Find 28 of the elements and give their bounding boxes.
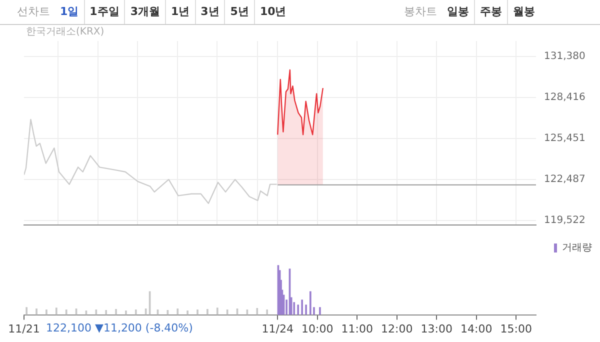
- text: 122,100 ▼11,200 (-8.40%): [46, 322, 193, 335]
- y-tick-label: 119,522: [544, 215, 586, 226]
- text: 월봉: [507, 0, 540, 24]
- y-tick-label: 131,380: [544, 51, 586, 62]
- text: 봉차트: [403, 4, 438, 20]
- text: 선차트: [16, 4, 51, 20]
- text: 3개월: [124, 0, 165, 24]
- text: 한국거래소(KRX): [26, 26, 104, 38]
- y-tick-label: 125,451: [544, 133, 586, 144]
- legend-label: 거래량: [562, 242, 592, 254]
- x-tick-label: 10:00: [302, 322, 334, 336]
- x-tick-label: 11/24: [262, 322, 294, 336]
- x-tick-label: 15:00: [500, 322, 532, 336]
- y-tick-label: 128,416: [544, 92, 586, 104]
- text: 10년: [254, 0, 292, 24]
- text: 3년: [194, 0, 224, 24]
- text: 1년: [164, 0, 195, 24]
- x-tick-label: 11/21: [8, 322, 40, 336]
- y-tick-label: 122,487: [544, 174, 586, 186]
- x-tick-label: 13:00: [420, 322, 452, 336]
- x-tick-label: 11:00: [341, 322, 373, 336]
- text: 일봉: [446, 4, 470, 20]
- text: 1주일: [84, 0, 124, 24]
- x-tick-label: 12:00: [381, 322, 413, 336]
- text: 주봉: [474, 0, 507, 24]
- text: 1일: [59, 4, 80, 20]
- x-tick-label: 14:00: [460, 322, 492, 336]
- text: 5년: [224, 0, 254, 24]
